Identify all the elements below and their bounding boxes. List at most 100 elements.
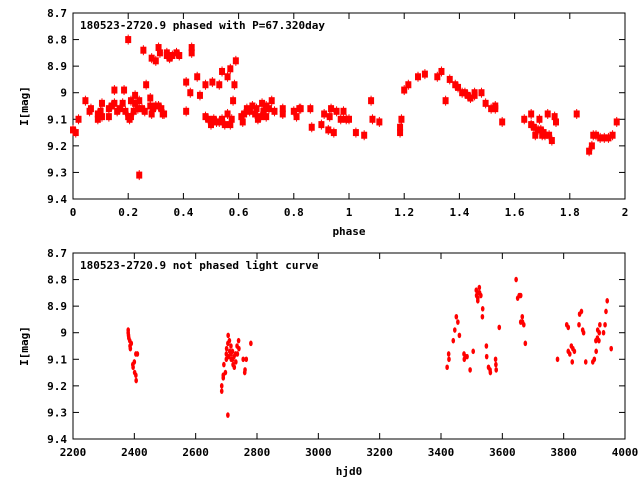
data-point <box>229 343 233 349</box>
data-point <box>232 55 239 66</box>
x-tick-label: 3800 <box>550 446 577 459</box>
data-point <box>87 103 94 114</box>
data-point <box>605 298 610 304</box>
data-point <box>263 111 270 122</box>
data-point <box>187 87 194 98</box>
data-point <box>352 127 359 138</box>
data-point <box>221 119 228 130</box>
data-point <box>202 79 209 90</box>
data-point <box>130 106 137 117</box>
data-point <box>477 284 482 291</box>
data-point <box>271 106 278 117</box>
data-point <box>447 356 451 363</box>
data-point <box>467 93 474 104</box>
data-point <box>479 292 483 299</box>
data-point <box>209 77 216 88</box>
data-point <box>249 340 253 347</box>
data-point <box>468 367 472 373</box>
data-point <box>232 364 237 371</box>
data-point <box>592 356 597 363</box>
data-point <box>129 340 134 347</box>
data-point <box>528 108 535 119</box>
data-point <box>72 127 79 138</box>
y-tick-label: 8.8 <box>47 34 67 47</box>
data-point <box>346 114 352 125</box>
data-point <box>492 101 499 111</box>
data-point <box>236 337 241 344</box>
data-point <box>227 63 234 74</box>
y-tick-label: 8.9 <box>47 300 67 313</box>
phased-plot: 180523-2720.9 phased with P=67.320day ph… <box>18 7 628 238</box>
x-tick-label: 1.4 <box>449 206 469 219</box>
data-point <box>188 47 195 58</box>
data-point <box>497 324 502 331</box>
data-point <box>588 140 595 151</box>
data-point <box>493 356 498 363</box>
data-point <box>293 111 300 122</box>
x-tick-label: 0 <box>70 206 77 219</box>
data-point <box>579 308 584 315</box>
data-point <box>239 116 246 127</box>
data-point <box>75 114 82 125</box>
data-point <box>553 116 559 127</box>
data-point <box>421 69 428 80</box>
data-point <box>243 367 247 373</box>
data-point <box>523 340 528 347</box>
data-point <box>183 77 190 88</box>
data-point <box>594 348 598 355</box>
data-point <box>401 85 408 96</box>
data-point <box>325 124 332 135</box>
data-point <box>244 356 249 363</box>
y-tick-label: 9 <box>60 327 67 340</box>
data-point <box>442 95 449 106</box>
data-point <box>566 324 571 331</box>
x-tick-label: 0.2 <box>118 206 138 219</box>
y-tick-label: 9 <box>60 87 67 100</box>
data-point <box>456 319 460 325</box>
data-point <box>111 85 118 96</box>
data-point <box>482 98 489 109</box>
data-point <box>397 127 404 138</box>
data-point <box>132 359 137 365</box>
phased-plot-ylabel: I[mag] <box>18 86 31 126</box>
data-point <box>455 82 462 93</box>
y-tick-label: 9.3 <box>47 166 67 179</box>
x-tick-label: 2200 <box>60 446 87 459</box>
data-point <box>521 114 528 125</box>
data-point <box>471 348 476 355</box>
data-point <box>581 329 586 336</box>
unphased-plot-ylabel: I[mag] <box>18 326 31 366</box>
data-point <box>573 108 580 119</box>
data-point <box>228 114 235 125</box>
x-tick-label: 0.4 <box>173 206 193 219</box>
data-point <box>536 114 543 125</box>
data-point <box>226 412 230 418</box>
data-point <box>488 369 493 376</box>
data-point <box>605 132 612 143</box>
data-point <box>216 79 223 90</box>
data-point <box>226 332 230 339</box>
data-point <box>141 106 148 117</box>
data-point <box>235 351 240 357</box>
x-tick-label: 2400 <box>121 446 148 459</box>
x-tick-label: 3600 <box>489 446 516 459</box>
data-point <box>555 356 560 363</box>
data-point <box>297 103 304 114</box>
y-tick-label: 8.9 <box>47 60 67 73</box>
data-point <box>570 359 575 365</box>
data-point <box>465 353 469 360</box>
data-point <box>597 337 601 344</box>
data-point <box>259 98 266 109</box>
data-point <box>224 71 231 82</box>
data-point <box>478 87 485 98</box>
data-point <box>234 359 238 365</box>
data-point <box>134 372 138 379</box>
data-point <box>321 108 328 119</box>
data-point <box>176 50 183 61</box>
data-point <box>148 53 155 64</box>
phased-plot-title: 180523-2720.9 phased with P=67.320day <box>80 19 325 32</box>
data-point <box>241 356 245 363</box>
x-tick-label: 0.6 <box>229 206 249 219</box>
